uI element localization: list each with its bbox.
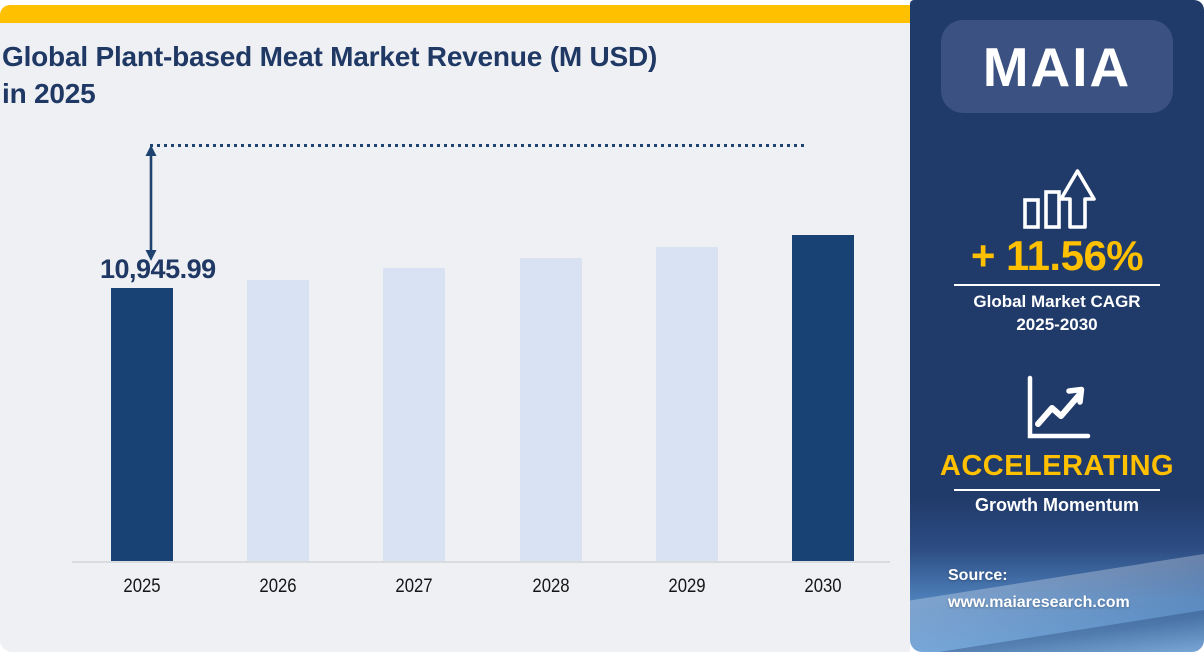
chart-title-line2: in 2025 bbox=[2, 78, 96, 109]
x-tick-2027: 2027 bbox=[395, 576, 433, 597]
chart-panel: Global Plant-based Meat Market Revenue (… bbox=[0, 5, 910, 652]
cagr-caption-line1: Global Market CAGR bbox=[973, 292, 1141, 311]
bar-2028 bbox=[520, 258, 582, 561]
chart-title: Global Plant-based Meat Market Revenue (… bbox=[2, 38, 842, 112]
cagr-value: + 11.56% bbox=[970, 232, 1144, 279]
momentum-caption: Growth Momentum bbox=[975, 495, 1139, 515]
bar-chart-up-arrow-icon bbox=[910, 152, 1204, 237]
chart-title-line1: Global Plant-based Meat Market Revenue (… bbox=[2, 41, 658, 72]
source-block: Source: www.maiaresearch.com bbox=[948, 562, 1130, 616]
reference-dotted-line bbox=[150, 144, 808, 147]
x-tick-2030: 2030 bbox=[804, 576, 842, 597]
source-label: Source: bbox=[948, 567, 1008, 584]
x-tick-2025: 2025 bbox=[123, 576, 161, 597]
line-chart-growth-icon bbox=[910, 372, 1204, 449]
bar-2026 bbox=[247, 280, 309, 561]
bar-2030 bbox=[792, 235, 854, 561]
logo-text: MAIA bbox=[982, 35, 1132, 98]
measure-arrow-icon bbox=[145, 145, 157, 261]
brand-sidebar: MAIA + 11.56% Global Market CAGR 2025-20… bbox=[910, 0, 1204, 652]
x-tick-2029: 2029 bbox=[668, 576, 706, 597]
bar-2025 bbox=[111, 288, 173, 561]
x-tick-2026: 2026 bbox=[259, 576, 297, 597]
divider-line bbox=[954, 489, 1160, 491]
cagr-caption-line2: 2025-2030 bbox=[1016, 315, 1098, 334]
bar-2029 bbox=[656, 247, 718, 561]
bar-2027 bbox=[383, 268, 445, 561]
divider-line bbox=[954, 284, 1160, 286]
cagr-caption: Global Market CAGR 2025-2030 bbox=[910, 290, 1204, 336]
x-axis-line bbox=[72, 561, 890, 563]
source-url[interactable]: www.maiaresearch.com bbox=[948, 594, 1130, 611]
x-tick-2028: 2028 bbox=[532, 576, 570, 597]
top-accent-bar bbox=[0, 5, 910, 23]
momentum-value: ACCELERATING bbox=[939, 450, 1175, 482]
logo-badge: MAIA bbox=[941, 20, 1173, 113]
data-label-2025: 10,945.99 bbox=[100, 254, 216, 284]
